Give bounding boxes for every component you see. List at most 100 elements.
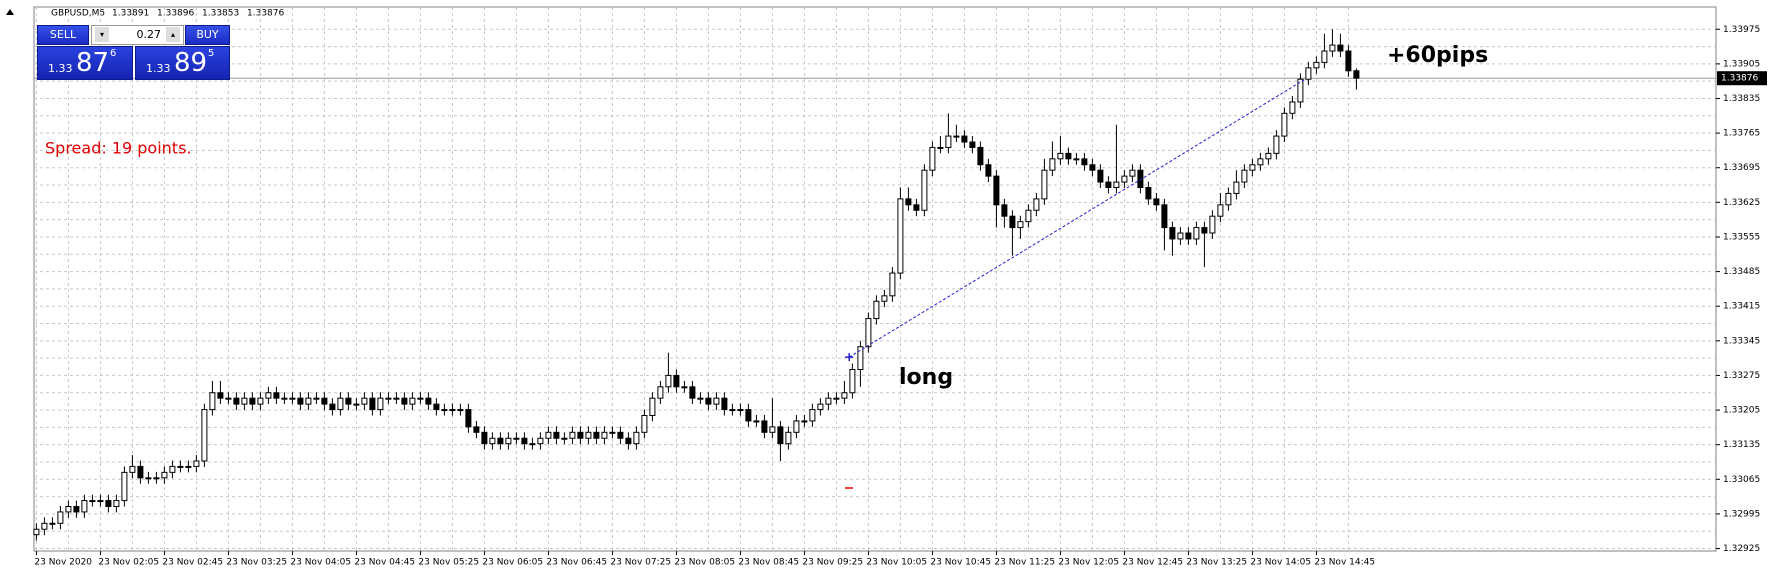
x-tick-label: 23 Nov 08:45 [738,558,799,568]
candle-body [1009,215,1016,229]
candle-body [1025,209,1032,223]
x-tick-label: 23 Nov 10:05 [866,558,927,568]
candle-body [1305,67,1312,80]
sell-button[interactable]: SELL [37,25,89,45]
x-tick-label: 23 Nov 04:05 [290,558,351,568]
candle-body [353,403,360,406]
x-tick-label: 23 Nov 02:05 [98,558,159,568]
candle-body [1041,169,1048,200]
y-tick-label: 1.33205 [1723,406,1760,416]
candle-body [1017,221,1024,229]
candle-body [545,431,552,439]
candle-body [49,522,56,525]
y-tick-label: 1.32995 [1723,509,1760,519]
candle-body [713,397,720,405]
lot-value[interactable]: 0.27 [136,28,162,41]
candle-body [185,465,192,468]
candle-body [705,397,712,405]
candle-body [729,409,736,412]
buy-button[interactable]: BUY [185,25,230,45]
x-tick-label: 23 Nov 02:45 [162,558,223,568]
candle-body [1345,50,1352,72]
candle-body [465,409,472,428]
candle-body [1113,181,1120,189]
y-tick-label: 1.33555 [1723,232,1760,242]
candle-body [1097,169,1104,183]
candle-body [1281,112,1288,137]
candle-body [625,437,632,445]
trendline [848,78,1306,358]
candle-body [841,392,848,399]
candle-body [113,500,120,507]
candle-body [241,397,248,405]
candle-body [1057,152,1064,160]
y-tick-label: 1.33135 [1723,440,1760,450]
x-tick-label: 23 Nov 14:45 [1314,558,1375,568]
candle-body [897,198,904,274]
candle-body [153,477,160,480]
candle-body [1233,181,1240,194]
candle-body [1065,152,1072,160]
symbol: GBPUSD,M5 [51,9,105,19]
price-prefix: 1.33 [146,62,171,75]
x-tick-label: 23 Nov 11:25 [994,558,1055,568]
sell-price[interactable]: 1.33 87 6 [37,46,133,80]
candle-body [537,437,544,445]
candle-body [529,443,536,446]
candle-body [681,386,688,389]
candle-body [433,403,440,411]
candle-body [425,397,432,405]
candle-body [801,420,808,423]
lot-down[interactable]: ▾ [95,27,109,42]
candle-body [1145,187,1152,200]
candle-body [1329,44,1336,52]
candle-body [1081,158,1088,166]
candle-body [137,465,144,479]
candle-body [641,414,648,433]
candle-body [81,500,88,513]
candle-body [1209,215,1216,234]
candle-body [1201,227,1208,234]
header-high: 1.33896 [157,9,194,19]
candle-body [1241,169,1248,183]
collapse-icon[interactable] [6,9,14,15]
price-small: 5 [208,48,215,59]
candle-body [1033,198,1040,211]
candle-body [721,397,728,411]
candle-body [1273,135,1280,154]
header-open: 1.33891 [112,9,149,19]
y-tick-label: 1.33765 [1723,129,1760,139]
candle-body [969,141,976,148]
x-tick-label: 23 Nov 06:05 [482,558,543,568]
candle-body [513,437,520,440]
candle-body [441,409,448,412]
buy-price[interactable]: 1.33 89 5 [135,46,230,80]
candle-body [417,397,424,400]
candle-body [697,397,704,400]
candle-body [33,528,40,536]
candle-body [345,397,352,405]
y-tick-label: 1.33695 [1723,163,1760,173]
candle-body [281,397,288,400]
y-tick-label: 1.33625 [1723,198,1760,208]
candle-body [977,146,984,166]
price-big: 89 [174,48,208,78]
candle-body [289,397,296,400]
candle-body [553,431,560,439]
lot-up[interactable]: ▴ [166,27,180,42]
candle-body [233,397,240,405]
price-big: 87 [76,48,110,78]
x-tick-label: 23 Nov 2020 [34,558,92,568]
candle-body [121,471,128,502]
candle-body [929,146,936,171]
candle-body [57,511,64,524]
candle-body [257,397,264,405]
candle-body [921,169,928,211]
candle-body [313,397,320,400]
entry-marker [845,353,854,362]
candle-body [1265,152,1272,160]
lot-field[interactable]: ▾ 0.27 ▴ [91,25,184,45]
y-tick-label: 1.33345 [1723,336,1760,346]
candle-body [833,397,840,400]
